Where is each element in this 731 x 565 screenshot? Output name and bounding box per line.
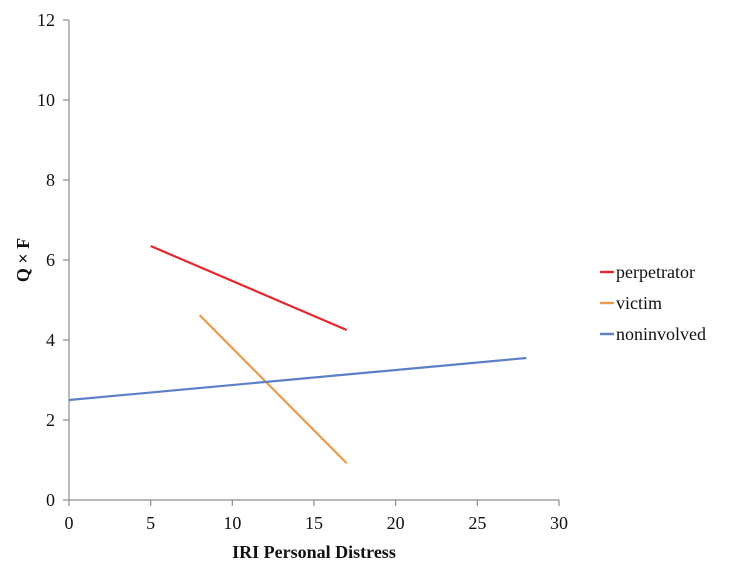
y-axis-title: Q × F: [13, 238, 33, 282]
y-axis-ticks: 0 2 4 6 8 10 12: [37, 10, 69, 510]
y-tick-label: 12: [37, 10, 55, 30]
y-tick-label: 0: [46, 490, 55, 510]
x-tick-label: 15: [305, 513, 323, 533]
x-tick-label: 25: [468, 513, 486, 533]
series-line-victim: [198, 314, 348, 464]
y-tick-label: 4: [46, 330, 55, 350]
y-tick-label: 10: [37, 90, 55, 110]
x-tick-label: 20: [387, 513, 405, 533]
y-tick-label: 8: [46, 170, 55, 190]
x-axis-title: IRI Personal Distress: [232, 542, 396, 562]
series-line-noninvolved: [68, 356, 527, 402]
y-tick-label: 2: [46, 410, 55, 430]
legend-label-noninvolved: noninvolved: [616, 324, 706, 344]
x-tick-label: 5: [146, 513, 155, 533]
axes: 0 5 10 15 20 25 30 0 2 4 6 8 10 12: [37, 10, 568, 533]
series-lines: [68, 244, 527, 464]
legend: perpetrator victim noninvolved: [600, 262, 706, 344]
x-tick-label: 0: [65, 513, 74, 533]
legend-label-victim: victim: [616, 293, 662, 313]
x-axis-ticks: 0 5 10 15 20 25 30: [65, 500, 568, 533]
x-tick-label: 30: [550, 513, 568, 533]
series-line-perpetrator: [150, 244, 348, 332]
x-tick-label: 10: [223, 513, 241, 533]
y-tick-label: 6: [46, 250, 55, 270]
legend-label-perpetrator: perpetrator: [616, 262, 695, 282]
